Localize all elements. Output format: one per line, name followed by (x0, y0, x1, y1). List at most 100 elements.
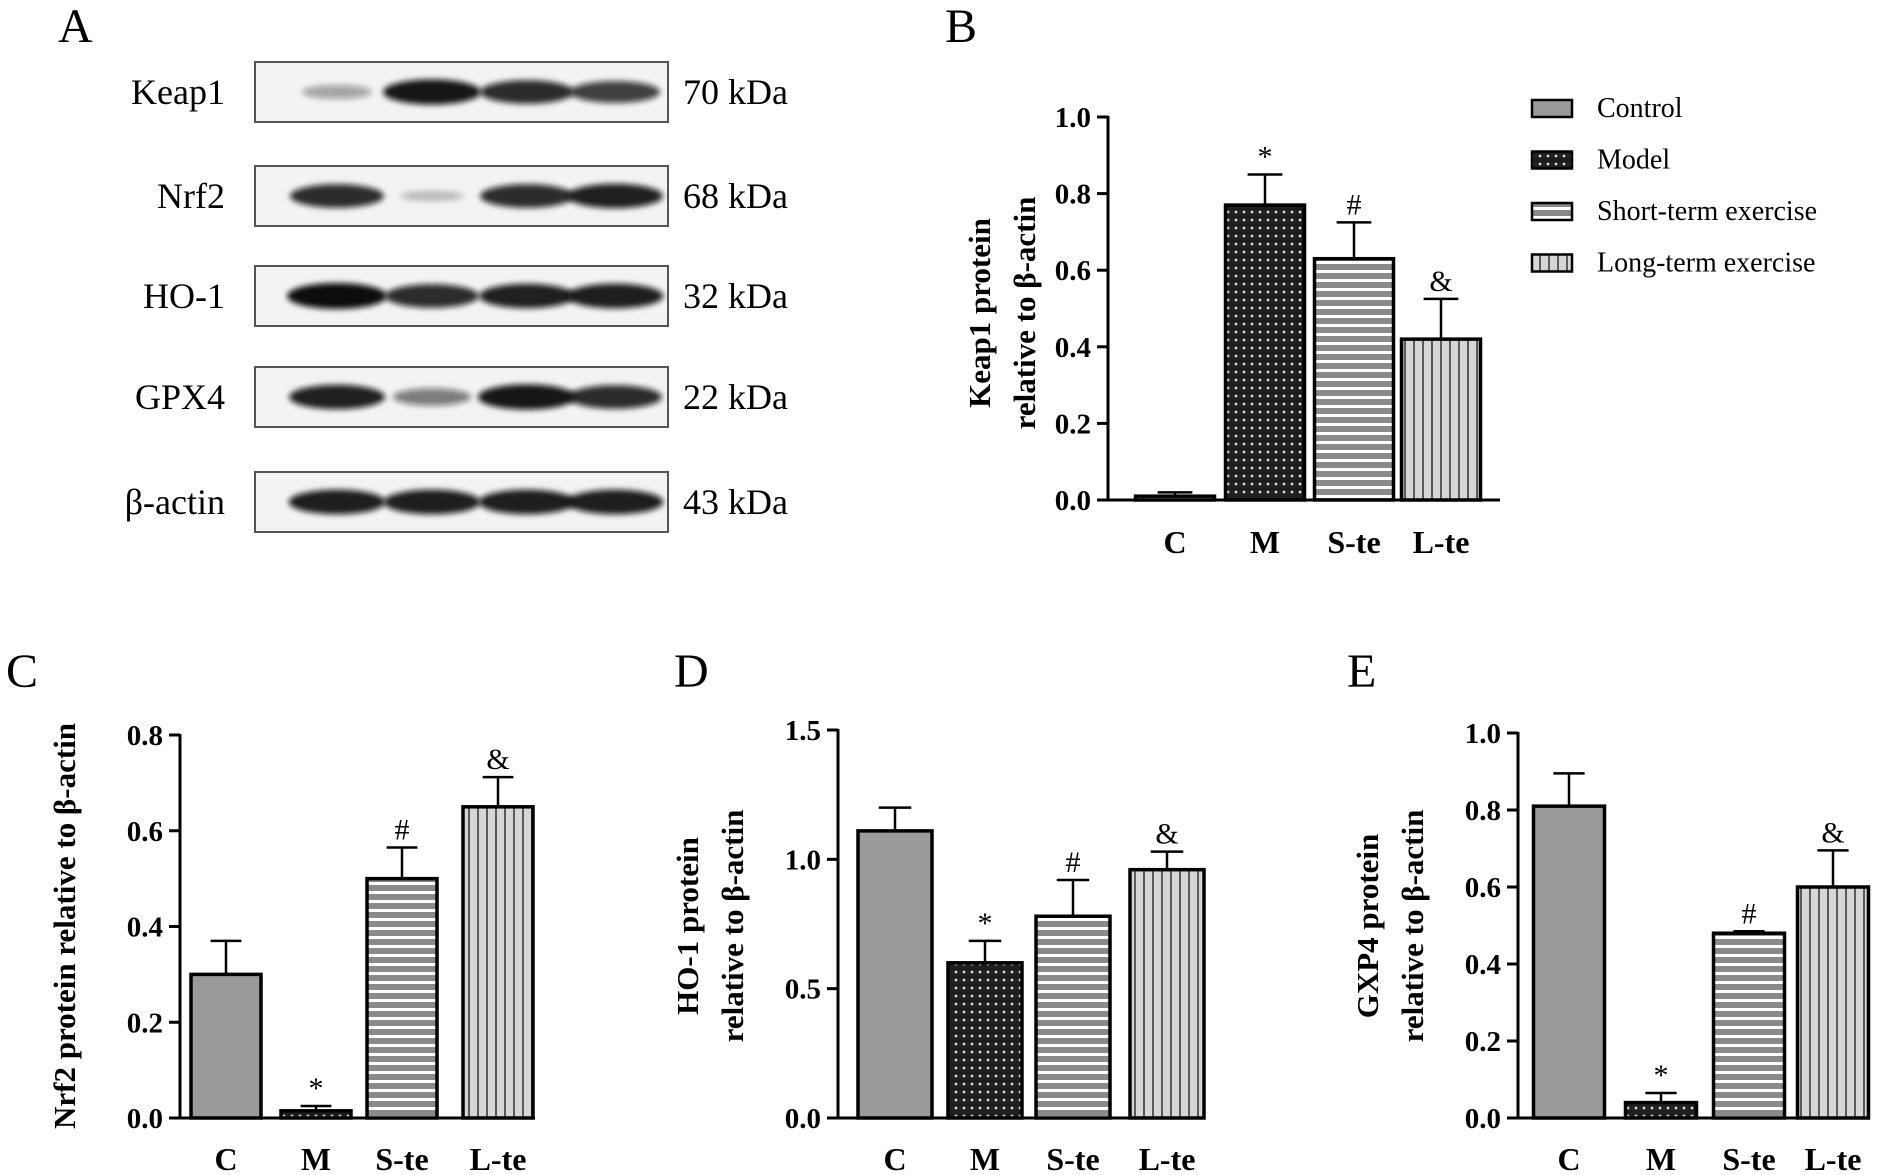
bar-l-te (1795, 885, 1871, 1120)
y-tick-label: 1.0 (1055, 102, 1091, 134)
legend: Control Model Short-term exercise Long-term… (1530, 93, 1817, 279)
bar-m (1223, 203, 1307, 502)
y-tick-label: 0.2 (127, 1007, 163, 1039)
significance-mark: & (1155, 818, 1178, 851)
y-axis-label: GXP4 protein (1350, 834, 1385, 1019)
blot-row-5: β-actin 43 kDa (125, 471, 788, 533)
chart-gpx4: 0.0 0.2 0.4 0.6 0.8 1.0 C * M # S-te & L-te GXP4 prot… (1350, 718, 1871, 1175)
significance-mark: # (1347, 188, 1362, 221)
y-tick-label: 0.2 (1055, 408, 1091, 440)
bar-m (946, 961, 1024, 1120)
y-tick-label: 0.4 (1055, 332, 1091, 364)
y-tick-label: 0.0 (127, 1103, 163, 1135)
x-category-label: C (214, 1141, 237, 1175)
y-tick-label: 0.6 (1055, 255, 1091, 287)
x-category-label: M (1250, 524, 1280, 560)
blot-weight-label: 43 kDa (683, 482, 788, 522)
legend-entry: Model (1530, 145, 1670, 176)
y-axis-label: HO-1 protein (670, 837, 705, 1015)
blot-row-1: Keap1 70 kDa (131, 61, 788, 123)
legend-label: Short-term exercise (1597, 196, 1817, 227)
blot-band (478, 384, 576, 410)
blot-band (570, 81, 660, 103)
blot-band (290, 184, 384, 208)
y-tick-label: 0.5 (785, 974, 821, 1006)
bar-c (1531, 804, 1607, 1120)
y-tick-label: 0.8 (1465, 795, 1501, 827)
legend-entry: Short-term exercise (1530, 196, 1817, 227)
bar-m (279, 1109, 353, 1120)
blot-band (400, 190, 464, 202)
blot-band (478, 489, 576, 515)
y-tick-label: 1.0 (785, 844, 821, 876)
blot-row-3: HO-1 32 kDa (143, 265, 788, 327)
blot-weight-label: 68 kDa (683, 176, 788, 216)
legend-label: Long-term exercise (1597, 248, 1815, 279)
panel-letter-c: C (6, 645, 38, 698)
chart-ho1: 0.0 0.5 1.0 1.5 C * M # S-te & L-te HO-1 protein rel… (670, 715, 1206, 1175)
y-tick-label: 0.0 (785, 1103, 821, 1135)
bar-l-te (461, 805, 535, 1120)
y-axis-label: relative to β-actin (715, 810, 750, 1043)
significance-mark: * (978, 907, 993, 940)
y-tick-label: 0.8 (1055, 179, 1091, 211)
blot-band (288, 489, 386, 515)
x-category-label: L-te (470, 1141, 527, 1175)
x-category-label: L-te (1413, 524, 1470, 560)
blot-band (566, 489, 664, 515)
y-tick-label: 1.5 (785, 715, 821, 747)
y-axis-label: Keap1 protein (962, 218, 997, 408)
blot-band (385, 284, 479, 308)
blot-weight-label: 32 kDa (683, 276, 788, 316)
significance-mark: # (1742, 897, 1757, 930)
blot-protein-label: HO-1 (143, 276, 225, 316)
y-tick-label: 0.6 (127, 816, 163, 848)
blot-weight-label: 22 kDa (683, 377, 788, 417)
x-category-label: L-te (1805, 1141, 1862, 1175)
y-tick-label: 0.6 (1465, 872, 1501, 904)
blot-band (302, 85, 372, 99)
x-category-label: S-te (1046, 1141, 1099, 1175)
bar-c (189, 972, 263, 1120)
bar-s-te (365, 876, 439, 1120)
blot-protein-label: β-actin (125, 482, 225, 522)
blot-band (566, 283, 664, 309)
blot-row-4: GPX4 22 kDa (135, 366, 788, 428)
bar-s-te (1034, 914, 1112, 1120)
legend-label: Control (1597, 93, 1683, 124)
x-category-label: M (1646, 1141, 1676, 1175)
bar-l-te (1128, 867, 1206, 1120)
chart-keap1: 0.0 0.2 0.4 0.6 0.8 1.0 C * M # S-te & L-te Keap1 pro… (962, 102, 1500, 560)
significance-mark: & (1821, 816, 1844, 849)
legend-entry: Control (1530, 93, 1683, 124)
legend-swatch (1530, 201, 1574, 222)
x-category-label: M (970, 1141, 1000, 1175)
panel-letter-b: B (945, 0, 977, 53)
significance-mark: # (395, 814, 410, 847)
y-tick-label: 0.0 (1055, 485, 1091, 517)
x-category-label: C (1557, 1141, 1580, 1175)
y-tick-label: 0.2 (1465, 1026, 1501, 1058)
bar-c (1133, 494, 1217, 502)
x-category-label: C (1163, 524, 1186, 560)
y-axis-label: Nrf2 protein relative to β-actin (47, 723, 82, 1129)
western-blot: Keap1 70 kDa Nrf2 68 kDa HO-1 32 kDa GPX4 22 kD… (125, 61, 788, 533)
legend-entry: Long-term exercise (1530, 248, 1815, 279)
panel-letter-a: A (58, 0, 93, 53)
bar-c (856, 829, 934, 1120)
x-category-label: S-te (375, 1141, 428, 1175)
blot-band (287, 283, 387, 309)
significance-mark: * (1654, 1059, 1669, 1092)
y-tick-label: 1.0 (1465, 718, 1501, 750)
y-tick-label: 0.4 (127, 912, 163, 944)
blot-protein-label: Nrf2 (157, 176, 225, 216)
y-tick-label: 0.0 (1465, 1103, 1501, 1135)
bar-l-te (1399, 337, 1483, 502)
blot-protein-label: GPX4 (135, 377, 225, 417)
bar-m (1623, 1100, 1699, 1120)
legend-label: Model (1597, 145, 1670, 176)
significance-mark: * (309, 1072, 324, 1105)
blot-band (289, 384, 385, 410)
x-category-label: S-te (1327, 524, 1380, 560)
